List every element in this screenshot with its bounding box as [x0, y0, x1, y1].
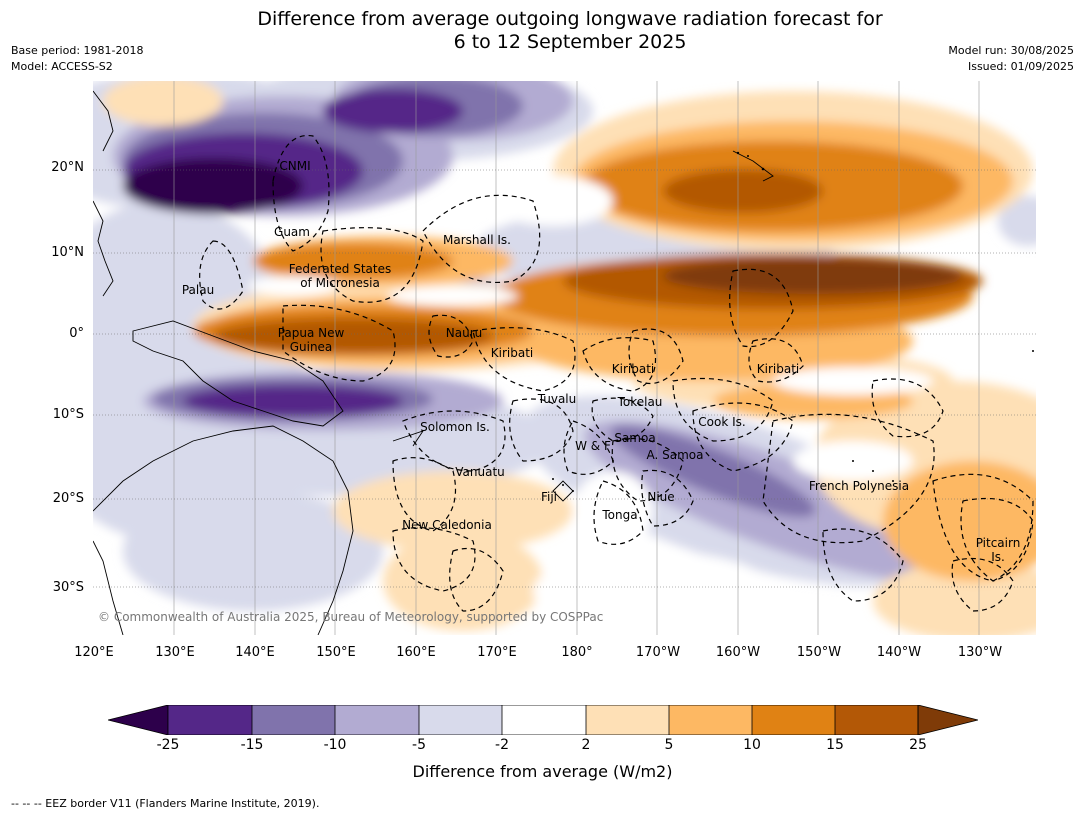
- label-pitcairn-line-2: Is.: [991, 550, 1005, 564]
- label-vanuatu: Vanuatu: [455, 465, 505, 479]
- cb-tick-25: 25: [909, 737, 927, 753]
- lon-tick-180: 180°: [561, 645, 593, 660]
- map-title: Difference from average outgoing longwav…: [0, 8, 1085, 54]
- lon-tick-140w: 140°W: [876, 645, 922, 660]
- label-fiji: Fiji: [540, 490, 558, 504]
- title-line-1: Difference from average outgoing longwav…: [257, 8, 883, 30]
- map-panel: [93, 81, 1036, 635]
- copyright-notice: © Commonwealth of Australia 2025, Bureau…: [98, 610, 604, 624]
- meta-left: Base period: 1981-2018 Model: ACCESS-S2: [11, 43, 143, 75]
- eez-footnote: -- -- -- EEZ border V11 (Flanders Marine…: [11, 797, 320, 810]
- cb-band-1: [168, 705, 252, 735]
- label-solomon: Solomon Is.: [420, 420, 490, 434]
- anomaly-field: [93, 81, 1036, 635]
- label-kiribati-west: Kiribati: [490, 346, 534, 360]
- lon-tick-160e: 160°E: [396, 645, 436, 660]
- label-png-line-2: Guinea: [289, 340, 333, 354]
- lat-tick-10s: 10°S: [52, 407, 84, 422]
- cb-tick-minus5: -5: [412, 737, 426, 753]
- label-png-line-1: Papua New: [277, 326, 345, 340]
- cb-extend-low: [108, 705, 169, 735]
- lat-tick-20s: 20°S: [52, 491, 84, 506]
- lon-tick-170w: 170°W: [635, 645, 681, 660]
- lon-tick-150e: 150°E: [316, 645, 356, 660]
- lon-tick-120e: 120°E: [74, 645, 114, 660]
- lon-tick-170e: 170°E: [477, 645, 517, 660]
- label-american-samoa: A. Samoa: [646, 448, 704, 462]
- label-tuvalu: Tuvalu: [537, 392, 577, 406]
- label-fsm-line-1: Federated States: [288, 262, 392, 276]
- lon-tick-130e: 130°E: [155, 645, 195, 660]
- cb-tick-minus15: -15: [240, 737, 264, 753]
- eez-borders: [199, 134, 1034, 612]
- cb-tick-2: 2: [581, 737, 591, 753]
- label-fsm-line-2: of Micronesia: [300, 276, 380, 290]
- lat-tick-20n: 20°N: [51, 160, 84, 175]
- model-name: Model: ACCESS-S2: [11, 60, 113, 73]
- cb-band-8: [752, 705, 835, 735]
- lon-tick-130w: 130°W: [957, 645, 1003, 660]
- label-new-caledonia: New Caledonia: [402, 518, 492, 532]
- lat-tick-10n: 10°N: [51, 245, 84, 260]
- label-cnmi: CNMI: [279, 159, 311, 173]
- cb-tick-minus10: -10: [323, 737, 347, 753]
- cb-band-6: [586, 705, 669, 735]
- cb-band-3: [335, 705, 419, 735]
- colorbar: [108, 705, 978, 735]
- cb-band-5: [502, 705, 586, 735]
- cb-extend-high: [917, 705, 978, 735]
- cb-tick-10: 10: [743, 737, 761, 753]
- lon-tick-160w: 160°W: [715, 645, 761, 660]
- lat-tick-0: 0°: [69, 326, 84, 341]
- cb-tick-minus25: -25: [156, 737, 180, 753]
- cb-tick-minus2: -2: [495, 737, 509, 753]
- label-kiribati-east: Kiribati: [756, 362, 800, 376]
- colorbar-title: Difference from average (W/m2): [412, 762, 673, 781]
- label-samoa: Samoa: [614, 431, 656, 445]
- label-fsm: Federated States of Micronesia: [289, 262, 391, 290]
- label-pitcairn: Pitcairn Is.: [976, 536, 1021, 564]
- lat-tick-30s: 30°S: [52, 580, 84, 595]
- meta-right: Model run: 30/08/2025 Issued: 01/09/2025: [948, 43, 1074, 75]
- label-cook: Cook Is.: [698, 415, 746, 429]
- label-tonga: Tonga: [602, 508, 638, 522]
- label-palau: Palau: [181, 283, 215, 297]
- model-run: Model run: 30/08/2025: [948, 44, 1074, 57]
- island-specks: [552, 151, 1034, 492]
- label-niue: Niue: [647, 490, 675, 504]
- graticule: [173, 81, 980, 635]
- label-kiribati-central: Kiribati: [611, 362, 655, 376]
- cb-tick-15: 15: [826, 737, 844, 753]
- issued-date: Issued: 01/09/2025: [967, 60, 1074, 73]
- label-french-polynesia: French Polynesia: [808, 479, 910, 493]
- title-line-2: 6 to 12 September 2025: [453, 31, 687, 53]
- cb-band-2: [252, 705, 335, 735]
- label-marshall: Marshall Is.: [443, 233, 511, 247]
- label-pitcairn-line-1: Pitcairn: [975, 536, 1021, 550]
- cb-band-4: [419, 705, 502, 735]
- anomaly-map: [93, 81, 1036, 635]
- cb-band-9: [835, 705, 918, 735]
- base-period: Base period: 1981-2018: [11, 44, 144, 57]
- label-guam: Guam: [274, 225, 310, 239]
- label-tokelau: Tokelau: [617, 395, 663, 409]
- lon-tick-140e: 140°E: [235, 645, 275, 660]
- label-nauru: Nauru: [445, 326, 483, 340]
- label-wallis-futuna: W & F: [575, 439, 611, 453]
- cb-band-7: [669, 705, 752, 735]
- lon-tick-150w: 150°W: [796, 645, 842, 660]
- cb-tick-5: 5: [664, 737, 674, 753]
- label-png: Papua New Guinea: [278, 326, 345, 354]
